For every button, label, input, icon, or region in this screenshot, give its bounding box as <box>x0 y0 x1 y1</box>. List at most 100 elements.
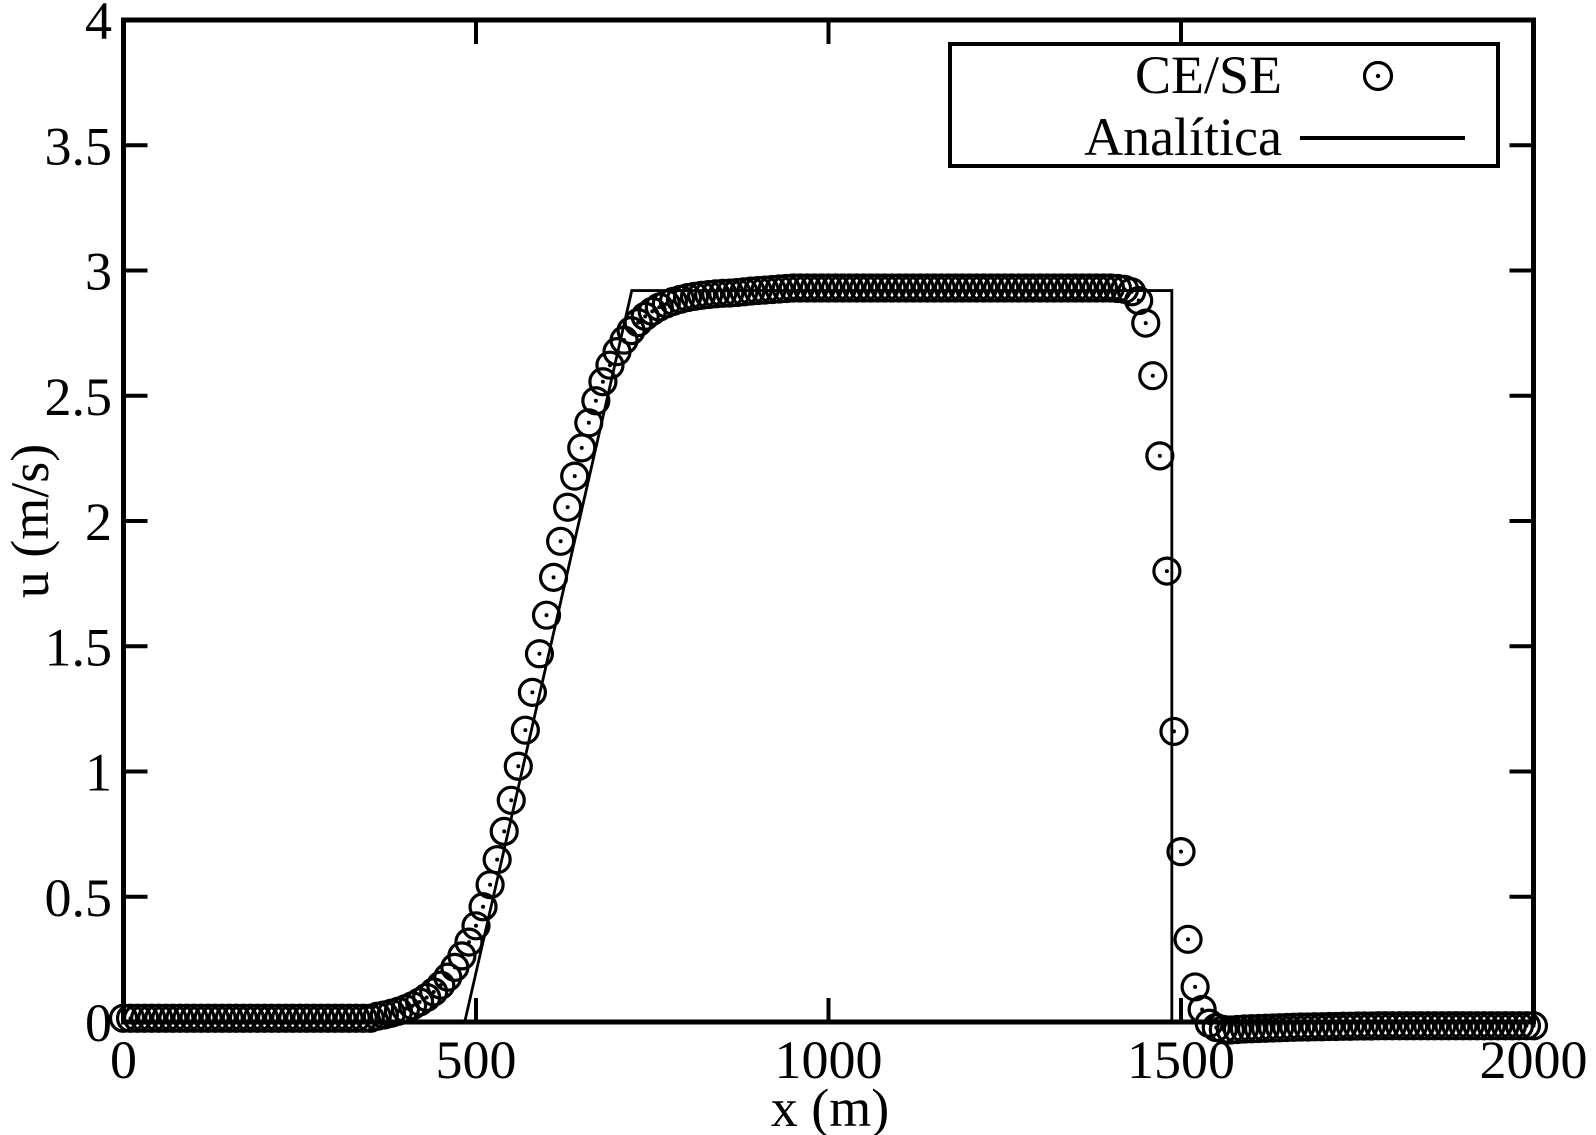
series-cese <box>108 273 1549 1045</box>
data-point-center-dot <box>537 651 542 656</box>
data-point-marker <box>447 941 477 971</box>
data-point-center-dot <box>1122 287 1127 292</box>
data-point-marker <box>581 386 611 416</box>
data-point-marker <box>595 350 625 380</box>
y-tick-label: 3.5 <box>45 116 113 176</box>
data-point-marker <box>1518 1011 1549 1041</box>
data-point-center-dot <box>466 940 471 945</box>
legend-marker-circle <box>1362 60 1394 92</box>
data-point-marker <box>1117 277 1147 307</box>
data-point-center-dot <box>1143 321 1148 326</box>
data-point-marker <box>1194 1008 1224 1038</box>
data-point-marker <box>531 600 562 630</box>
data-point-center-dot <box>1531 1023 1536 1028</box>
data-point-center-dot <box>495 857 500 862</box>
y-axis-title: u (m/s) <box>0 444 60 599</box>
legend-label-cese: CE/SE <box>1135 45 1282 105</box>
data-point-marker <box>553 492 583 522</box>
x-axis-title: x (m) <box>771 1078 889 1135</box>
data-point-center-dot <box>410 1003 415 1008</box>
analytic-line <box>123 289 1534 1024</box>
x-tick-label: 0 <box>110 1030 137 1090</box>
data-point-marker <box>1511 1011 1542 1041</box>
data-point-center-dot <box>1171 729 1176 734</box>
data-point-center-dot <box>1164 569 1169 574</box>
legend: CE/SE Analítica <box>948 42 1500 168</box>
legend-label-analitica: Analítica <box>1084 107 1282 167</box>
y-tick-labels: 0 0.5 1 1.5 2 2.5 3 3.5 4 <box>45 0 113 1053</box>
data-point-marker <box>1173 924 1203 954</box>
data-point-marker <box>1145 441 1175 471</box>
legend-box <box>948 42 1500 168</box>
legend-marker-center-dot <box>1375 73 1381 79</box>
y-tick-label: 4 <box>85 0 112 51</box>
y-tick-label: 0 <box>85 993 112 1053</box>
data-point-marker <box>560 461 590 491</box>
data-point-center-dot <box>516 764 521 769</box>
axis-ticks <box>121 18 1536 1024</box>
x-tick-label: 500 <box>436 1030 517 1090</box>
data-point-center-dot <box>431 989 436 994</box>
data-point-marker <box>348 1003 378 1033</box>
data-point-marker <box>609 325 639 355</box>
y-tick-label: 2 <box>85 492 112 552</box>
data-point-center-dot <box>417 999 422 1004</box>
data-point-center-dot <box>636 320 641 325</box>
data-point-center-dot <box>1524 1023 1529 1028</box>
data-point-marker <box>461 911 491 941</box>
data-point-center-dot <box>1179 849 1183 854</box>
data-point-center-dot <box>600 379 605 384</box>
data-point-center-dot <box>1186 937 1191 942</box>
data-point-marker <box>1187 994 1217 1025</box>
data-point-marker <box>517 677 548 707</box>
data-point-center-dot <box>650 309 655 314</box>
y-tick-label: 1.5 <box>45 617 113 677</box>
data-point-marker <box>1152 556 1182 586</box>
data-point-center-dot <box>502 829 507 834</box>
data-point-marker <box>1166 837 1196 867</box>
data-point-marker <box>482 845 512 875</box>
plot-border <box>121 17 1536 1025</box>
data-point-marker <box>588 367 618 397</box>
data-point-center-dot <box>530 690 535 695</box>
data-point-center-dot <box>523 728 528 733</box>
y-tick-label: 3 <box>85 242 112 302</box>
data-point-center-dot <box>481 904 486 909</box>
data-point-center-dot <box>474 923 478 928</box>
data-point-center-dot <box>558 539 563 544</box>
data-point-center-dot <box>593 398 598 403</box>
data-point-marker <box>545 526 576 556</box>
data-point-center-dot <box>1193 984 1198 989</box>
data-point-marker <box>496 785 526 815</box>
data-point-marker <box>524 639 555 669</box>
data-point-marker <box>454 927 484 957</box>
data-point-center-dot <box>643 314 648 319</box>
data-point-center-dot <box>424 995 429 1000</box>
data-point-center-dot <box>551 575 556 580</box>
series-analitica <box>123 289 1534 1024</box>
data-point-marker <box>510 715 540 745</box>
data-point-center-dot <box>579 445 584 450</box>
data-point-marker <box>489 816 519 846</box>
data-point-center-dot <box>565 505 570 510</box>
y-tick-label: 2.5 <box>45 367 113 427</box>
data-point-marker <box>1159 716 1189 747</box>
data-point-center-dot <box>1136 298 1141 303</box>
data-point-marker <box>1131 308 1161 338</box>
x-tick-label: 1000 <box>775 1030 883 1090</box>
y-tick-label: 0.5 <box>45 868 113 928</box>
data-point-marker <box>426 970 456 1000</box>
data-point-marker <box>503 751 533 781</box>
y-tick-label: 1 <box>85 743 112 803</box>
data-point-center-dot <box>509 798 514 803</box>
data-point-marker <box>1138 361 1168 391</box>
data-point-marker <box>538 562 569 592</box>
circle-dot-marker-icon <box>1362 60 1394 92</box>
data-point-center-dot <box>544 613 549 618</box>
data-point-center-dot <box>1157 453 1162 458</box>
data-point-center-dot <box>586 420 591 425</box>
data-point-center-dot <box>488 882 493 887</box>
data-point-center-dot <box>1150 373 1155 378</box>
